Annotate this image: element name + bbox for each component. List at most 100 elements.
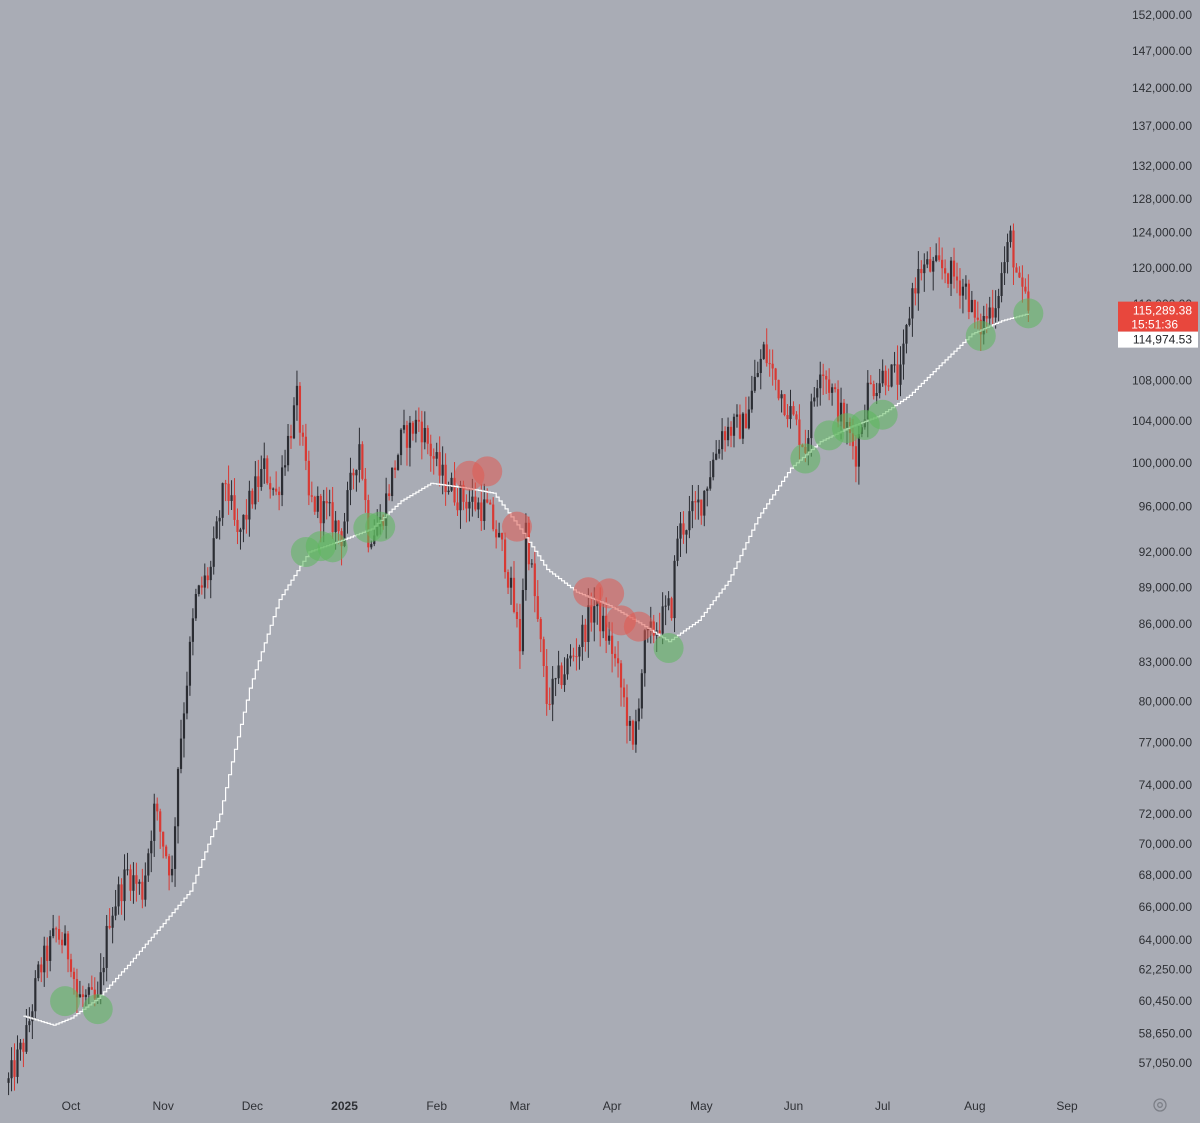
candle: [295, 370, 299, 421]
candle: [325, 487, 328, 520]
y-tick-label: 83,000.00: [1139, 655, 1193, 669]
candle: [1024, 278, 1027, 294]
x-tick-label: Dec: [242, 1099, 263, 1113]
candle: [688, 495, 691, 539]
candle: [257, 459, 260, 503]
candle: [156, 797, 159, 821]
candle: [81, 985, 84, 1007]
candle: [266, 455, 269, 485]
candle: [248, 480, 251, 537]
candle: [622, 678, 626, 707]
candle: [331, 486, 334, 539]
candle: [795, 411, 798, 426]
candle: [492, 497, 495, 532]
candle: [120, 878, 123, 915]
current-price-value: 115,289.38: [1133, 304, 1192, 318]
candle: [575, 638, 578, 671]
candle: [765, 328, 768, 367]
candle: [301, 424, 305, 446]
y-tick-label: 74,000.00: [1139, 778, 1193, 792]
candle: [625, 684, 629, 744]
candle: [278, 486, 281, 511]
x-tick-label: 2025: [331, 1099, 358, 1113]
candle: [239, 527, 242, 550]
candle: [545, 649, 548, 716]
support-marker: [365, 511, 396, 542]
candle: [46, 937, 49, 978]
x-tick-label: Sep: [1056, 1099, 1078, 1113]
candle: [819, 361, 822, 406]
candle: [833, 383, 837, 393]
candle: [307, 450, 310, 506]
candle: [682, 511, 685, 544]
candle: [726, 417, 730, 447]
y-tick-label: 137,000.00: [1132, 119, 1192, 133]
candle: [28, 1007, 31, 1033]
candle: [530, 559, 533, 568]
candle: [197, 584, 200, 597]
candle: [465, 494, 468, 523]
y-tick-label: 62,250.00: [1139, 963, 1193, 977]
candle: [581, 615, 584, 661]
y-tick-label: 89,000.00: [1139, 580, 1193, 594]
candle: [22, 1038, 25, 1068]
x-tick-label: Feb: [426, 1099, 447, 1113]
candle: [789, 389, 792, 429]
candle: [298, 382, 302, 446]
candle: [1012, 223, 1015, 285]
candle: [31, 1004, 34, 1040]
candle: [961, 278, 965, 314]
candle: [438, 436, 441, 487]
y-tick-label: 96,000.00: [1139, 499, 1193, 513]
candle: [269, 476, 272, 499]
candle: [456, 488, 459, 516]
candle: [114, 889, 117, 921]
candle: [19, 1039, 22, 1061]
resistance-marker: [594, 578, 625, 609]
candle: [521, 578, 525, 655]
candle: [447, 481, 450, 495]
candle: [501, 532, 504, 552]
candle: [774, 367, 777, 391]
candle: [165, 844, 168, 859]
candle: [572, 647, 575, 662]
support-marker: [50, 986, 81, 1017]
candle: [941, 247, 944, 280]
candle: [712, 452, 715, 481]
y-tick-label: 104,000.00: [1132, 414, 1192, 428]
candle: [43, 936, 46, 987]
candle: [955, 262, 959, 294]
candle: [58, 915, 61, 945]
candle: [69, 953, 73, 978]
settings-icon[interactable]: [1153, 1098, 1167, 1112]
candle: [1000, 262, 1003, 303]
candle: [768, 349, 771, 377]
candle: [676, 526, 679, 567]
candle: [902, 329, 905, 380]
candle: [126, 852, 129, 876]
x-tick-label: Aug: [964, 1099, 985, 1113]
candle: [911, 282, 914, 337]
candle: [346, 481, 349, 534]
candle: [159, 808, 162, 849]
candle: [203, 563, 206, 599]
candle: [721, 418, 724, 460]
candle: [429, 434, 432, 472]
candle: [759, 349, 762, 390]
support-marker: [867, 399, 898, 430]
candle: [399, 428, 403, 466]
candle: [673, 555, 676, 633]
y-tick-label: 64,000.00: [1139, 933, 1193, 947]
candle: [275, 471, 278, 496]
candle: [162, 831, 165, 859]
candle: [200, 576, 203, 595]
candle: [652, 614, 655, 644]
candle: [548, 687, 551, 711]
candle: [509, 566, 513, 605]
candle: [503, 532, 507, 579]
candle: [426, 425, 429, 455]
candle: [554, 677, 557, 697]
candle: [60, 932, 64, 954]
candle: [123, 854, 126, 921]
candle: [616, 641, 620, 678]
